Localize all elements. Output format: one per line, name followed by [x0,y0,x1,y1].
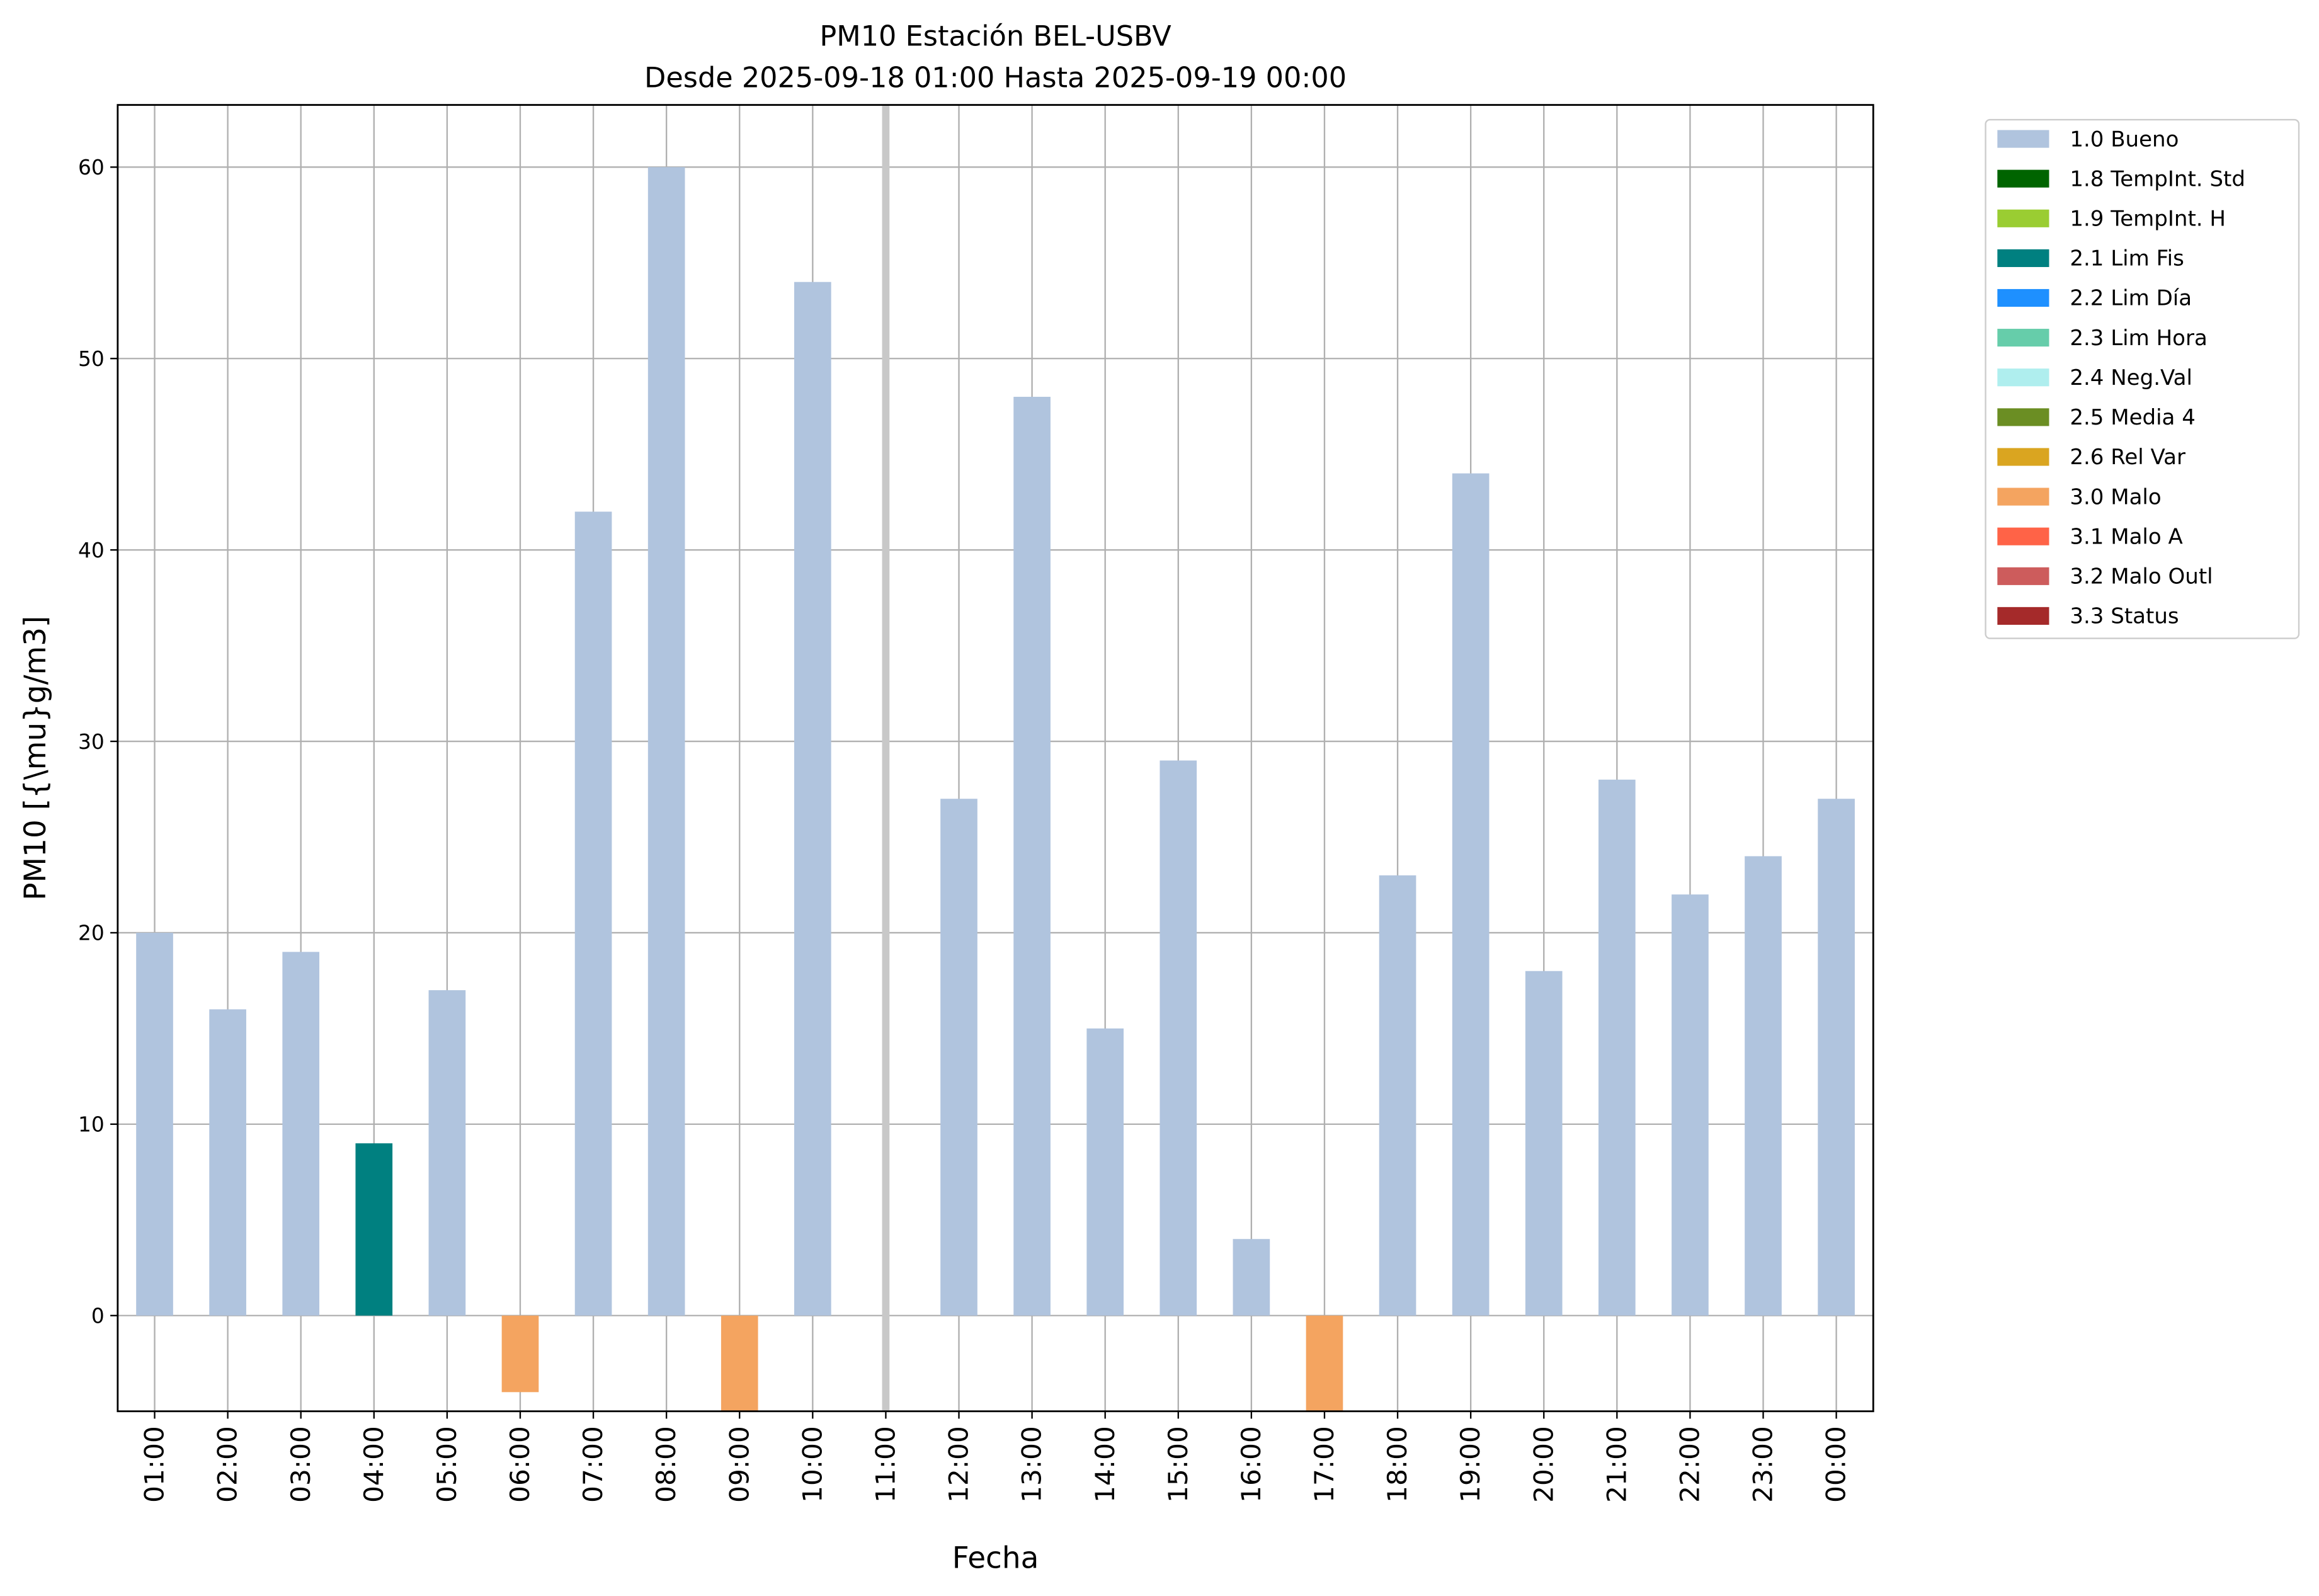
bar-07:00 [574,511,612,1316]
x-tick-label: 09:00 [724,1426,755,1503]
legend-swatch-3.0 [1997,487,2049,506]
bar-06:00 [501,1315,539,1393]
legend-swatch-2.6 [1997,448,2049,466]
bar-13:00 [1013,397,1051,1316]
bar-16:00 [1233,1239,1270,1316]
bars [136,167,1855,1411]
x-tick-label: 15:00 [1163,1426,1194,1503]
x-tick-label: 21:00 [1601,1426,1632,1503]
bar-21:00 [1598,779,1636,1316]
bar-04:00 [355,1143,393,1316]
bar-12:00 [940,799,977,1316]
y-tick-label: 40 [78,539,105,562]
legend: 1.0 Bueno 1.8 TempInt. Std 1.9 TempInt. H 2… [1985,118,2300,639]
bar-09:00 [721,1315,758,1411]
x-tick-label: 16:00 [1236,1426,1267,1503]
y-tick-label: 50 [78,347,105,371]
x-tick-label: 11:00 [870,1426,901,1503]
x-tick-label: 02:00 [212,1426,243,1503]
x-tick-label: 17:00 [1309,1426,1340,1503]
x-tick-label: 01:00 [139,1426,170,1503]
y-tick-label: 0 [91,1304,105,1328]
bar-05:00 [428,990,466,1316]
legend-swatch-1.8 [1997,169,2049,188]
bar-02:00 [209,1009,246,1316]
x-tick-label: 19:00 [1455,1426,1486,1503]
x-tick-label: 12:00 [943,1426,974,1503]
bar-00:00 [1818,799,1855,1316]
legend-label-3.2: 3.2 Malo Outl [2070,564,2213,590]
bar-19:00 [1452,473,1490,1316]
x-axis-label: Fecha [952,1541,1039,1575]
x-tick-label: 22:00 [1675,1426,1706,1503]
legend-swatch-3.1 [1997,527,2049,545]
legend-swatch-1.9 [1997,209,2049,227]
bar-17:00 [1306,1315,1343,1411]
legend-swatch-3.3 [1997,607,2049,625]
legend-frame [1985,118,2300,639]
legend-label-1.0: 1.0 Bueno [2070,127,2179,152]
x-tick-label: 06:00 [504,1426,535,1503]
x-tick-label: 03:00 [285,1426,316,1503]
x-tick-label: 00:00 [1821,1426,1852,1503]
legend-label-3.0: 3.0 Malo [2070,484,2161,510]
legend-label-3.1: 3.1 Malo A [2070,524,2182,549]
x-tick-label: 23:00 [1748,1426,1779,1503]
axes-frame [117,104,1874,1413]
bar-08:00 [647,167,685,1316]
bar-23:00 [1745,856,1782,1316]
legend-label-2.2: 2.2 Lim Día [2070,286,2192,311]
x-tick-label: 07:00 [578,1426,608,1503]
legend-label-2.1: 2.1 Lim Fis [2070,246,2184,271]
x-tick-label: 08:00 [651,1426,681,1503]
legend-label-1.8: 1.8 TempInt. Std [2070,166,2245,191]
bar-01:00 [136,932,173,1316]
legend-swatch-2.3 [1997,329,2049,347]
legend-swatch-3.2 [1997,567,2049,585]
x-tick-label: 13:00 [1017,1426,1047,1503]
legend-label-3.3: 3.3 Status [2070,604,2179,629]
bar-15:00 [1160,760,1197,1316]
y-tick-label: 10 [78,1113,105,1137]
legend-swatch-1.0 [1997,130,2049,148]
bar-20:00 [1525,971,1563,1316]
chart-subtitle: Desde 2025-09-18 01:00 Hasta 2025-09-19 … [644,61,1347,94]
x-tick-label: 04:00 [358,1426,389,1503]
legend-swatch-2.4 [1997,368,2049,387]
legend-label-1.9: 1.9 TempInt. H [2070,207,2226,232]
bar-22:00 [1672,894,1709,1316]
legend-swatch-2.1 [1997,249,2049,267]
bar-18:00 [1379,875,1416,1316]
y-tick-label: 20 [78,921,105,945]
legend-swatch-2.2 [1997,288,2049,307]
x-tick-label: 10:00 [797,1426,828,1503]
legend-label-2.5: 2.5 Media 4 [2070,405,2196,430]
legend-label-2.3: 2.3 Lim Hora [2070,326,2207,351]
y-tick-label: 60 [78,156,105,180]
x-tick-label: 05:00 [431,1426,462,1503]
x-tick-label: 14:00 [1090,1426,1120,1503]
bar-10:00 [794,282,831,1316]
legend-label-2.6: 2.6 Rel Var [2070,445,2185,470]
bar-14:00 [1086,1028,1124,1316]
bar-03:00 [282,952,320,1316]
y-axis: 0 10 20 30 40 50 60 [78,156,118,1328]
y-axis-label: PM10 [{\mu}g/m3] [18,616,53,901]
x-axis: 01:00 02:00 03:00 04:00 05:00 06:00 07:00 08:00… [139,1411,1852,1503]
x-tick-label: 18:00 [1382,1426,1413,1503]
legend-label-2.4: 2.4 Neg.Val [2070,365,2192,390]
legend-swatch-2.5 [1997,408,2049,426]
y-tick-label: 30 [78,730,105,754]
chart-title: PM10 Estación BEL-USBV [819,20,1171,53]
x-tick-label: 20:00 [1528,1426,1559,1503]
